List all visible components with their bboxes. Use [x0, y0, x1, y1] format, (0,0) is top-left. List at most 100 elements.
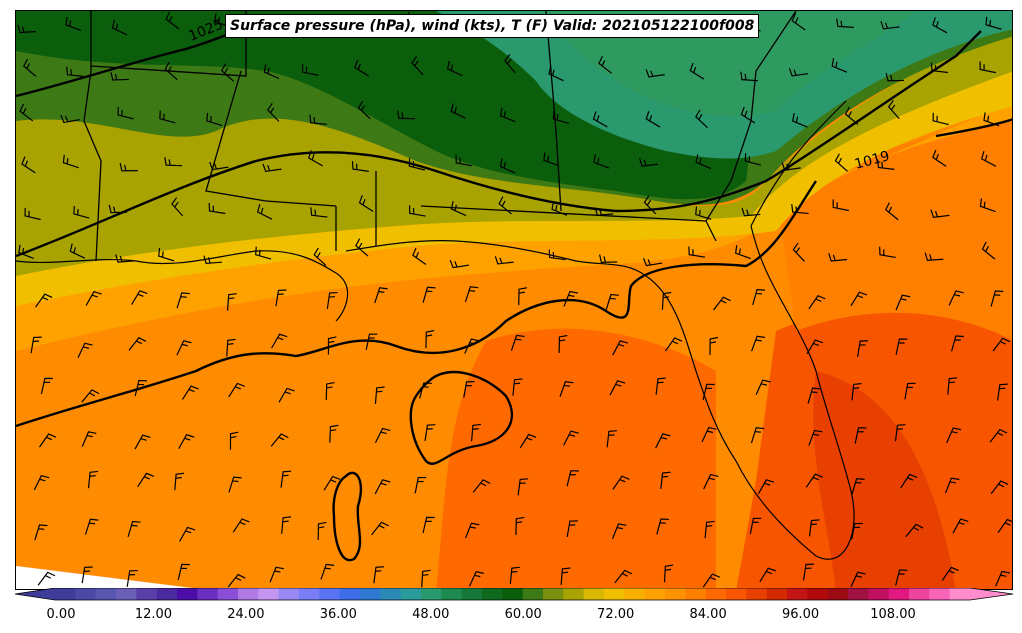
wind-barb — [226, 293, 237, 311]
wind-barb — [19, 103, 34, 122]
wind-barb — [499, 107, 516, 123]
wind-barb — [932, 112, 949, 126]
wind-barb — [995, 570, 1010, 587]
wind-barb — [232, 518, 250, 533]
wind-barb — [598, 56, 612, 74]
wind-barb — [38, 433, 57, 448]
wind-barb — [566, 520, 578, 538]
colorbar — [15, 588, 1014, 601]
wind-barb — [128, 337, 147, 351]
colorbar-cell — [563, 588, 585, 600]
wind-barb — [661, 291, 672, 310]
colorbar-cell — [380, 588, 402, 600]
wind-barb — [655, 377, 666, 395]
wind-barb — [18, 244, 34, 259]
colorbar-tick-label: 36.00 — [319, 607, 357, 622]
wind-barb — [946, 427, 962, 443]
colorbar-tick-label: 84.00 — [689, 607, 727, 622]
wind-barb — [134, 434, 151, 450]
wind-barb — [228, 476, 242, 493]
wind-barb — [263, 64, 280, 79]
wind-barb — [40, 377, 53, 395]
wind-barb — [228, 382, 246, 398]
map-canvas: 1025 1019 — [16, 11, 1012, 589]
wind-barb — [281, 516, 292, 534]
wind-barb — [81, 389, 100, 403]
wind-barb — [510, 334, 525, 351]
wind-barb — [73, 205, 90, 219]
wind-barb — [209, 161, 229, 171]
wind-barb — [904, 382, 916, 400]
wind-barb — [704, 520, 715, 539]
wind-barb — [552, 111, 570, 124]
wind-barb — [851, 478, 865, 495]
wind-barb — [464, 338, 480, 354]
wind-barb — [877, 159, 895, 170]
wind-barb — [320, 563, 335, 580]
wind-barb — [605, 293, 619, 311]
wind-barb — [374, 287, 388, 304]
wind-barb — [127, 520, 141, 538]
wind-barb — [164, 157, 183, 167]
colorbar-tick-label: 72.00 — [597, 607, 635, 622]
wind-barb — [755, 379, 771, 396]
isobars — [16, 30, 1012, 562]
wind-barb — [176, 340, 192, 356]
wind-barb — [990, 480, 1009, 495]
wind-barb — [115, 254, 134, 263]
wind-barb — [373, 566, 384, 584]
wind-barb — [422, 286, 436, 303]
colorbar-cell — [197, 588, 219, 600]
wind-barb — [551, 201, 568, 216]
wind-barb — [895, 569, 908, 586]
colorbar-cell — [156, 588, 178, 600]
wind-barb — [688, 246, 706, 258]
temperature-fill — [16, 11, 1012, 589]
colorbar-cell — [909, 588, 930, 600]
wind-barb — [374, 427, 391, 444]
wind-barb — [788, 68, 809, 77]
wind-barb — [464, 286, 479, 303]
wind-barb — [791, 204, 809, 215]
wind-barb — [419, 382, 432, 399]
wind-barb — [179, 526, 196, 542]
wind-barb — [981, 241, 996, 260]
wind-barb — [598, 254, 618, 263]
wind-barb — [66, 66, 84, 77]
wind-barb — [220, 63, 235, 82]
colorbar-cell — [95, 588, 117, 600]
wind-barb — [270, 433, 289, 447]
colorbar-cell — [685, 588, 707, 600]
wind-barb — [941, 566, 959, 581]
wind-barb — [464, 522, 480, 539]
wind-barb — [660, 471, 671, 489]
wind-barb — [262, 163, 282, 173]
wind-barb — [744, 153, 761, 166]
wind-barb — [560, 567, 571, 585]
colorbar-tick-label: 24.00 — [227, 607, 265, 622]
wind-barb — [504, 54, 516, 74]
wind-barb — [512, 378, 523, 396]
wind-barb — [472, 479, 491, 493]
wind-barb — [17, 24, 36, 34]
colorbar-cell — [339, 588, 361, 600]
wind-barb — [950, 335, 964, 352]
wind-barb — [519, 433, 537, 449]
colorbar-cell — [665, 588, 686, 600]
wind-barb — [499, 158, 516, 174]
wind-barb — [37, 571, 56, 586]
wind-barb — [412, 247, 427, 265]
colorbar-cell — [522, 588, 544, 600]
colorbar-cell — [278, 588, 300, 600]
colorbar-cell — [705, 588, 727, 600]
wind-barb — [879, 246, 896, 259]
wind-barb — [752, 288, 766, 306]
wind-barb — [944, 477, 960, 494]
wind-barb — [408, 205, 426, 217]
wind-barb — [22, 58, 37, 77]
wind-barb — [563, 430, 579, 446]
wind-barb — [947, 377, 958, 395]
wind-barb — [930, 62, 948, 74]
wind-barb — [880, 21, 900, 30]
colorbar-cell — [238, 588, 259, 600]
